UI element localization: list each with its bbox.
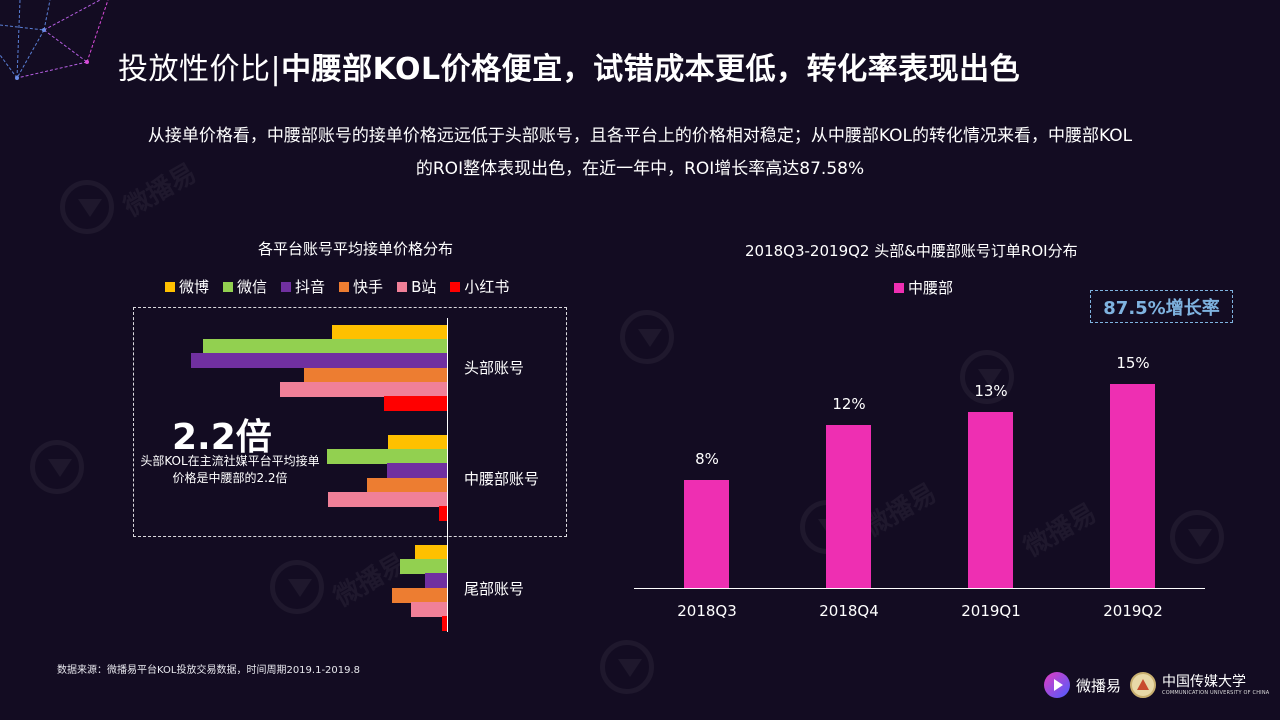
group-label-head: 头部账号 <box>464 359 525 377</box>
bar-微信-中腰部账号 <box>327 449 447 465</box>
x-axis-label: 2018Q3 <box>677 602 737 620</box>
bar-2018Q4 <box>826 425 871 588</box>
page-subtitle: 从接单价格看，中腰部账号的接单价格远远低于头部账号，且各平台上的价格相对稳定；从… <box>80 120 1200 186</box>
bar-小红书-头部账号 <box>384 396 447 411</box>
right-chart-title: 2018Q3-2019Q2 头部&中腰部账号订单ROI分布 <box>745 242 1078 260</box>
bar-value-label: 13% <box>974 382 1008 400</box>
left-chart-legend: 微博 微信 抖音 快手 B站 小红书 <box>165 276 509 297</box>
bar-value-label: 15% <box>1116 354 1150 372</box>
bar-快手-中腰部账号 <box>367 477 447 493</box>
bar-抖音-尾部账号 <box>425 573 447 589</box>
page-title: 投放性价比|中腰部KOL价格便宜，试错成本更低，转化率表现出色 <box>118 44 1020 88</box>
legend-swatch <box>339 281 350 292</box>
bar-抖音-中腰部账号 <box>387 463 447 479</box>
watermark-logo-icon <box>60 180 114 234</box>
bar-小红书-中腰部账号 <box>439 506 447 521</box>
bar-小红书-尾部账号 <box>442 616 447 631</box>
bar-value-label: 12% <box>832 395 866 413</box>
left-chart-title: 各平台账号平均接单价格分布 <box>258 240 454 258</box>
subtitle-line-1: 从接单价格看，中腰部账号的接单价格远远低于头部账号，且各平台上的价格相对稳定；从… <box>147 126 1133 146</box>
legend-item-midtier: 中腰部 <box>894 277 953 298</box>
play-logo-icon <box>1044 672 1070 698</box>
legend-swatch <box>281 281 292 292</box>
legend-swatch <box>397 281 408 292</box>
title-main: 中腰部KOL价格便宜，试错成本更低，转化率表现出色 <box>281 52 1021 87</box>
legend-item-kuaishou: 快手 <box>339 276 383 297</box>
right-chart-axis <box>634 588 1205 589</box>
bar-微博-中腰部账号 <box>388 435 447 450</box>
subtitle-line-2: 的ROI整体表现出色，在近一年中，ROI增长率高达87.58% <box>415 159 865 179</box>
bar-微信-尾部账号 <box>400 559 447 575</box>
bar-B站-头部账号 <box>280 381 447 397</box>
x-axis-label: 2019Q2 <box>1103 602 1163 620</box>
cuc-brand-cn: 中国传媒大学 <box>1162 673 1246 690</box>
bar-快手-头部账号 <box>304 367 447 383</box>
legend-label: 小红书 <box>464 278 510 296</box>
watermark-logo-icon <box>270 560 324 614</box>
bar-抖音-头部账号 <box>191 353 447 369</box>
data-source-note: 数据来源：微播易平台KOL投放交易数据，时间周期2019.1-2019.8 <box>57 665 361 676</box>
legend-swatch <box>894 282 904 293</box>
cuc-brand: 中国传媒大学 COMMUNICATION UNIVERSITY OF CHINA <box>1162 673 1270 696</box>
legend-item-bilibili: B站 <box>397 276 436 297</box>
watermark-logo-icon <box>620 310 674 364</box>
legend-swatch <box>223 281 234 292</box>
bar-微博-头部账号 <box>332 325 447 340</box>
legend-label: 快手 <box>353 278 384 296</box>
right-chart-bars: 8% 2018Q3 12% 2018Q4 13% 2019Q1 15% 2019Q2 <box>0 0 1163 620</box>
bar-微博-尾部账号 <box>415 545 447 560</box>
cuc-brand-en: COMMUNICATION UNIVERSITY OF CHINA <box>1162 689 1270 696</box>
watermark-logo-icon <box>30 440 84 494</box>
bar-value-label: 8% <box>695 450 719 468</box>
watermark: 微播易 <box>328 548 412 614</box>
weiboyi-logo: 微播易 <box>1044 672 1121 698</box>
group-label-mid: 中腰部账号 <box>464 470 540 488</box>
legend-label: 微信 <box>237 278 268 296</box>
weiboyi-brand-text: 微播易 <box>1076 676 1122 695</box>
x-axis-label: 2018Q4 <box>819 602 879 620</box>
bar-B站-中腰部账号 <box>328 491 447 507</box>
legend-item-xiaohongshu: 小红书 <box>450 276 509 297</box>
growth-rate-badge: 87.5%增长率 <box>1090 290 1233 323</box>
cuc-logo: 中国传媒大学 COMMUNICATION UNIVERSITY OF CHINA <box>1130 672 1269 698</box>
title-prefix: 投放性价比| <box>118 52 282 87</box>
legend-item-weixin: 微信 <box>223 276 267 297</box>
x-axis-label: 2019Q1 <box>961 602 1021 620</box>
legend-label: 中腰部 <box>908 279 954 297</box>
watermark: 微播易 <box>1018 498 1102 564</box>
legend-label: 微博 <box>179 278 210 296</box>
university-seal-icon <box>1130 672 1156 698</box>
bar-2019Q2 <box>1110 384 1155 588</box>
highlight-dashed-box <box>133 307 567 537</box>
legend-swatch <box>165 281 175 292</box>
group-label-tail: 尾部账号 <box>464 580 525 598</box>
multiplier-note: 头部KOL在主流社媒平台平均接单价格是中腰部的2.2倍 <box>140 454 320 485</box>
bar-2018Q3 <box>684 480 729 588</box>
bar-快手-尾部账号 <box>392 587 447 603</box>
multiplier-callout: 2.2倍 <box>172 417 272 458</box>
watermark-logo-icon <box>1170 510 1224 564</box>
bar-2019Q1 <box>968 412 1013 588</box>
legend-item-weibo: 微博 <box>165 276 209 297</box>
corner-network-decoration <box>0 0 109 80</box>
watermark-logo-icon <box>600 640 654 694</box>
left-chart-bars <box>0 0 447 631</box>
left-chart-axis <box>447 318 448 632</box>
legend-item-douyin: 抖音 <box>281 276 325 297</box>
legend-label: 抖音 <box>295 278 326 296</box>
bar-B站-尾部账号 <box>411 601 447 617</box>
legend-swatch <box>450 281 461 292</box>
right-chart-legend: 中腰部 <box>894 277 953 298</box>
legend-label: B站 <box>411 278 437 296</box>
bar-微信-头部账号 <box>203 339 447 355</box>
